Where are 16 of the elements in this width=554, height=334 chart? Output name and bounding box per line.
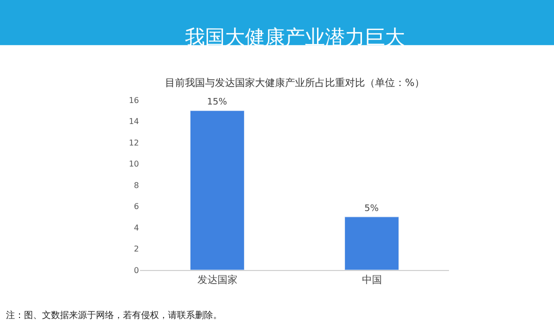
text: 注：图、文数据来源于网络，若有侵权，请联系删除。 — [6, 310, 222, 321]
chart-subtitle: 目前我国与发达国家大健康产业所占比重对比（单位：%） — [165, 77, 425, 89]
data-label: 5% — [364, 204, 380, 214]
y-tick-label: 4 — [134, 223, 139, 232]
y-tick-label: 10 — [128, 160, 139, 169]
y-tick-label: 16 — [128, 96, 139, 105]
x-tick-label: 中国 — [362, 274, 382, 286]
chart-title: 我国大健康产业潜力巨大 — [185, 25, 405, 49]
x-tick-label: 发达国家 — [197, 274, 238, 286]
y-tick-label: 6 — [134, 202, 139, 212]
y-tick-label: 2 — [134, 244, 139, 254]
y-tick-label: 14 — [128, 117, 139, 126]
y-tick-label: 12 — [128, 138, 139, 148]
y-tick-label: 8 — [134, 180, 139, 190]
y-tick-label: 0 — [134, 266, 139, 275]
data-label: 15% — [207, 98, 228, 108]
